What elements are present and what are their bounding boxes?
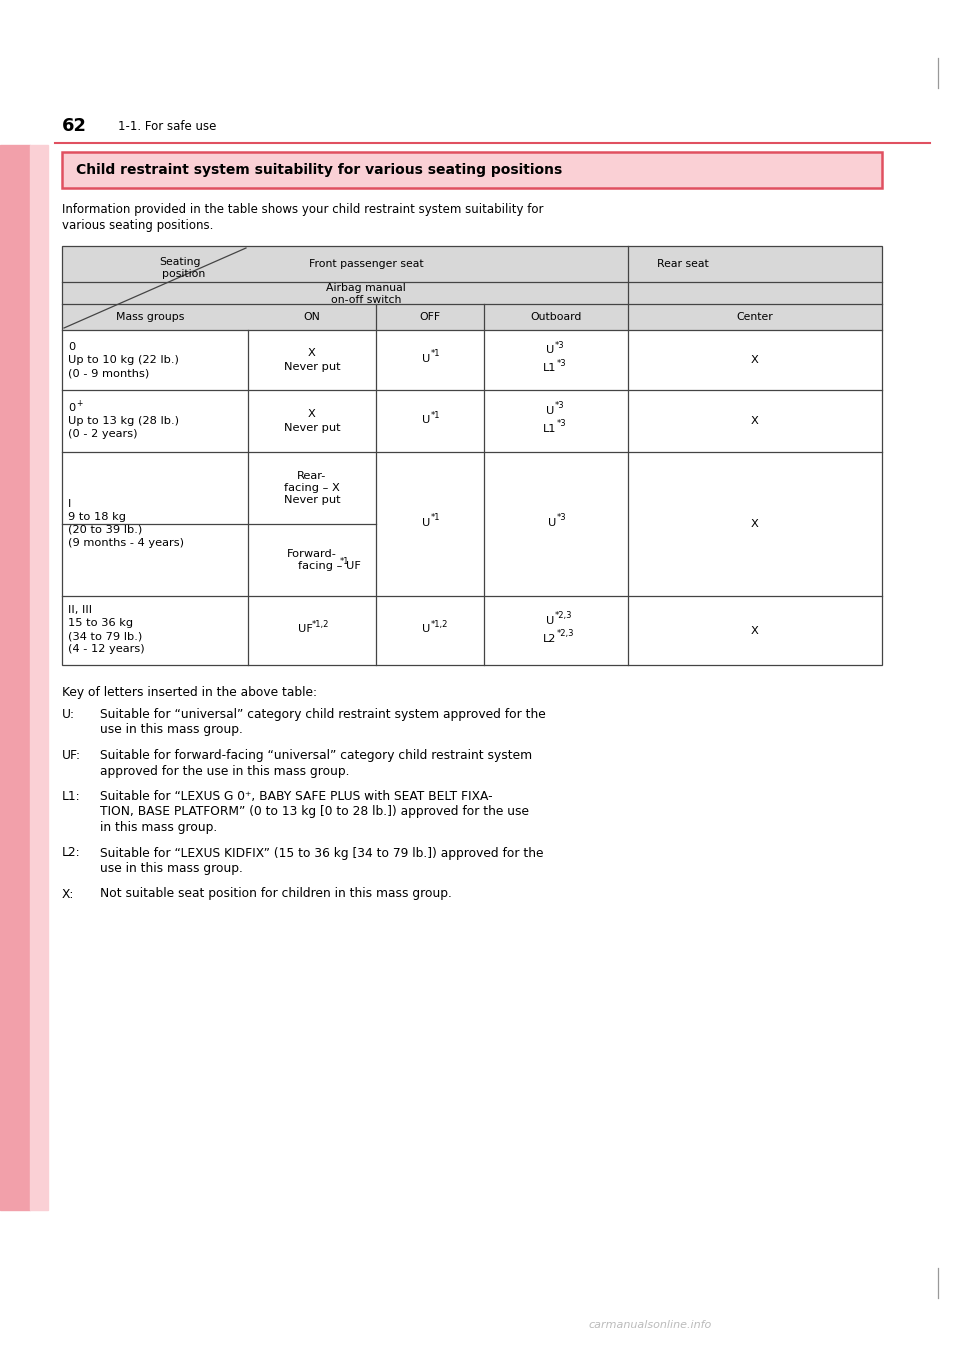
Text: Information provided in the table shows your child restraint system suitability : Information provided in the table shows … [62,204,543,216]
Text: UF:: UF: [62,750,81,762]
Text: L1: L1 [543,363,557,373]
Text: (20 to 39 lb.): (20 to 39 lb.) [68,526,142,535]
Text: L1:: L1: [62,790,81,803]
Text: *2,3: *2,3 [557,629,574,638]
Text: X: X [751,354,758,365]
Text: *1: *1 [430,513,440,523]
Text: U: U [546,406,554,416]
Text: OFF: OFF [420,312,441,322]
FancyBboxPatch shape [62,152,882,187]
Text: 0: 0 [68,342,75,352]
Bar [62,246,882,282]
Text: *3: *3 [557,513,566,523]
Text: *3: *3 [555,402,564,410]
Text: *3: *3 [557,420,566,429]
Text: on-off switch: on-off switch [331,295,401,306]
Text: L2: L2 [543,633,557,644]
Text: various seating positions.: various seating positions. [62,220,213,232]
Text: *3: *3 [555,341,564,349]
Text: *1,2: *1,2 [430,621,447,629]
Text: 0: 0 [68,403,75,413]
Text: (9 months - 4 years): (9 months - 4 years) [68,538,184,549]
Text: Airbag manual: Airbag manual [326,282,406,293]
Text: (0 - 2 years): (0 - 2 years) [68,429,137,439]
Text: U: U [546,615,554,626]
Text: Key of letters inserted in the above table:: Key of letters inserted in the above tab… [62,686,317,699]
Bar [62,246,882,665]
Text: Never put: Never put [284,496,340,505]
Text: Up to 10 kg (22 lb.): Up to 10 kg (22 lb.) [68,354,179,365]
Text: U:: U: [62,708,75,721]
Text: (34 to 79 lb.): (34 to 79 lb.) [68,631,142,641]
Text: facing – UF: facing – UF [298,561,361,570]
Text: U: U [421,625,430,634]
Text: *1: *1 [430,349,440,359]
Text: U: U [546,345,554,354]
Text: U: U [548,517,556,528]
Text: Never put: Never put [284,363,340,372]
Text: position: position [162,269,205,278]
Text: carmanualsonline.info: carmanualsonline.info [588,1320,711,1329]
Text: Child restraint system suitability for various seating positions: Child restraint system suitability for v… [76,163,563,177]
Text: *2,3: *2,3 [555,611,572,621]
Text: Suitable for “LEXUS KIDFIX” (15 to 36 kg [34 to 79 lb.]) approved for the: Suitable for “LEXUS KIDFIX” (15 to 36 kg… [100,846,543,860]
Text: L2:: L2: [62,846,81,860]
Text: Never put: Never put [284,422,340,433]
Text: U: U [421,416,430,425]
Bar [62,282,882,304]
Text: Rear-: Rear- [298,471,326,481]
Text: UF: UF [298,625,312,634]
Bar [62,304,882,330]
Text: 15 to 36 kg: 15 to 36 kg [68,618,133,629]
Text: Not suitable seat position for children in this mass group.: Not suitable seat position for children … [100,888,452,900]
Text: Rear seat: Rear seat [658,259,708,269]
Text: use in this mass group.: use in this mass group. [100,724,243,736]
Text: Center: Center [736,312,774,322]
Text: Up to 13 kg (28 lb.): Up to 13 kg (28 lb.) [68,416,179,426]
Text: TION, BASE PLATFORM” (0 to 13 kg [0 to 28 lb.]) approved for the use: TION, BASE PLATFORM” (0 to 13 kg [0 to 2… [100,805,529,819]
Text: Mass groups: Mass groups [116,312,184,322]
Text: 9 to 18 kg: 9 to 18 kg [68,512,126,521]
Text: X: X [308,348,316,359]
Text: I: I [68,498,71,509]
Bar [0,145,30,1210]
Text: Suitable for “universal” category child restraint system approved for the: Suitable for “universal” category child … [100,708,545,721]
Text: U: U [421,354,430,364]
Text: X:: X: [62,888,74,900]
Bar [30,145,48,1210]
Text: Seating: Seating [159,257,201,268]
Text: in this mass group.: in this mass group. [100,822,217,834]
Text: 62: 62 [62,117,87,134]
Text: *3: *3 [557,359,566,368]
Text: *1,2: *1,2 [312,621,329,629]
Text: facing – X: facing – X [284,483,340,493]
Text: Outboard: Outboard [530,312,582,322]
Text: (4 - 12 years): (4 - 12 years) [68,645,145,655]
Text: L1: L1 [543,424,557,435]
Text: Front passenger seat: Front passenger seat [309,259,423,269]
Text: X: X [308,409,316,420]
Text: approved for the use in this mass group.: approved for the use in this mass group. [100,765,349,778]
Text: X: X [751,519,758,530]
Text: U: U [421,517,430,528]
Text: *1: *1 [430,410,440,420]
Text: Forward-: Forward- [287,549,337,559]
Text: use in this mass group.: use in this mass group. [100,862,243,875]
Text: (0 - 9 months): (0 - 9 months) [68,368,149,378]
Text: Suitable for “LEXUS G 0⁺, BABY SAFE PLUS with SEAT BELT FIXA-: Suitable for “LEXUS G 0⁺, BABY SAFE PLUS… [100,790,492,803]
Text: X: X [751,626,758,636]
Text: Suitable for forward-facing “universal” category child restraint system: Suitable for forward-facing “universal” … [100,750,532,762]
Text: *1: *1 [340,557,349,565]
Text: II, III: II, III [68,606,92,615]
Text: 1-1. For safe use: 1-1. For safe use [118,120,216,133]
Text: ON: ON [303,312,321,322]
Text: +: + [76,398,83,407]
Text: X: X [751,416,758,426]
